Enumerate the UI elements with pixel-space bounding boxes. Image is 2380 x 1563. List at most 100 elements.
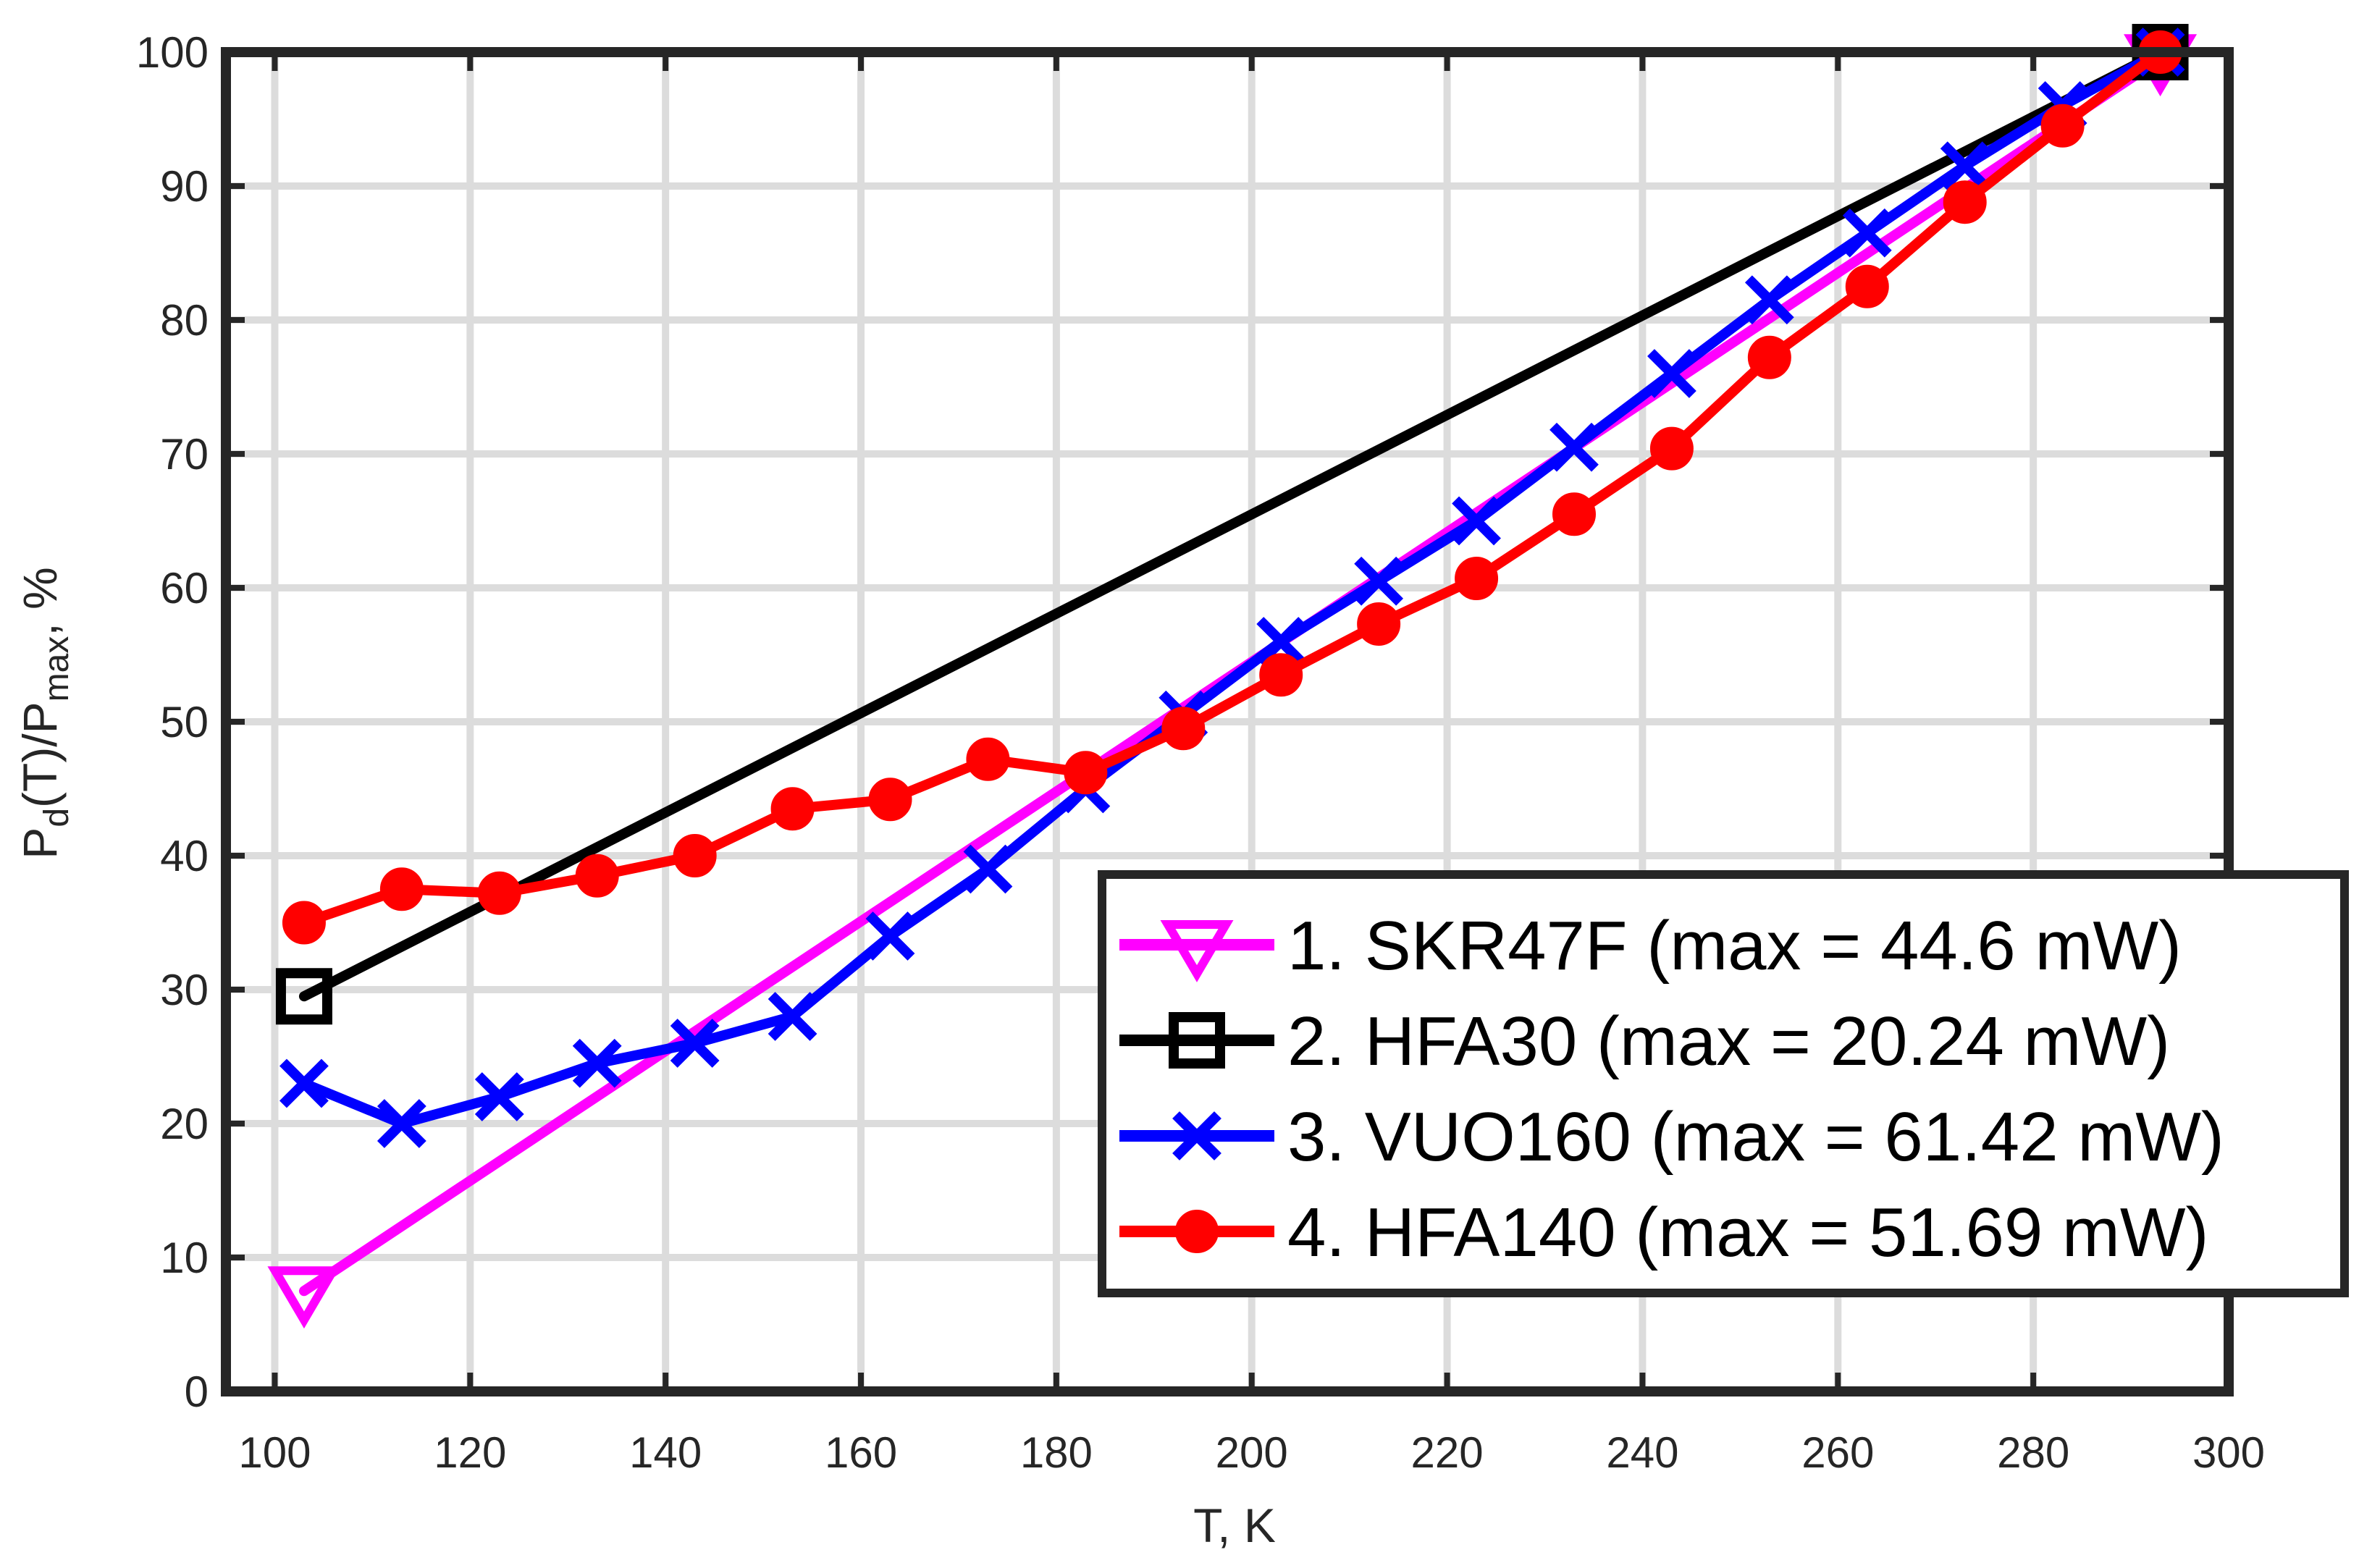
data-point <box>670 1019 720 1068</box>
x-marker-stroke <box>1842 208 1892 258</box>
x-tick-label: 160 <box>825 1428 897 1477</box>
x-tick-label: 260 <box>1801 1428 1874 1477</box>
y-tick-label: 10 <box>160 1234 209 1282</box>
y-label-tail: , % <box>13 567 67 636</box>
x-marker-stroke <box>963 844 1013 894</box>
x-tick-label: 180 <box>1020 1428 1093 1477</box>
y-label-sub-d: d <box>38 808 76 827</box>
series-group <box>267 24 2198 1329</box>
x-marker-stroke <box>670 1019 720 1068</box>
x-marker-stroke <box>1354 556 1404 606</box>
y-tick-label: 90 <box>160 162 209 211</box>
y-label-mid: (T)/P <box>13 702 67 808</box>
data-point <box>572 1038 622 1088</box>
data-point <box>1744 275 1794 325</box>
legend-item-1: 1. SKR47F (max = 44.6 mW) <box>1119 907 2182 985</box>
series-4 <box>282 30 2182 945</box>
x-tick-label: 200 <box>1216 1428 1288 1477</box>
data-point <box>1549 422 1599 472</box>
data-point <box>1354 556 1404 606</box>
y-tick-label: 40 <box>160 832 209 880</box>
x-tick-label: 220 <box>1411 1428 1484 1477</box>
data-point <box>673 834 717 877</box>
x-marker-stroke <box>1940 141 1990 191</box>
x-tick-label: 280 <box>1997 1428 2069 1477</box>
axis-ticks: 100 120 140 160 180 200 220 240 260 280 300 0 10 20 30… <box>136 28 2265 1477</box>
x-marker-stroke <box>1256 617 1306 666</box>
x-marker-stroke <box>474 1072 524 1121</box>
legend: 1. SKR47F (max = 44.6 mW) 2. HFA30 (max =… <box>1098 870 2349 1297</box>
y-tick-label: 50 <box>160 698 209 746</box>
x-marker-stroke <box>1452 496 1501 546</box>
data-point <box>1452 496 1501 546</box>
x-tick-label: 300 <box>2192 1428 2265 1477</box>
legend-label: 3. VUO160 (max = 61.42 mW) <box>1287 1098 2224 1176</box>
data-point <box>377 1099 426 1148</box>
data-point <box>2040 104 2085 148</box>
data-point <box>1647 349 1696 398</box>
x-marker-stroke <box>572 1038 622 1088</box>
data-point <box>966 737 1010 781</box>
legend-label: 1. SKR47F (max = 44.6 mW) <box>1287 907 2182 985</box>
legend-item-2: 2. HFA30 (max = 20.24 mW) <box>1119 1003 2170 1080</box>
data-point <box>474 1072 524 1121</box>
x-marker-stroke <box>865 911 915 961</box>
x-marker-stroke <box>1172 1111 1221 1160</box>
x-marker-stroke <box>377 1099 426 1148</box>
x-marker-stroke <box>279 1058 329 1108</box>
series-3 <box>279 28 2185 1148</box>
legend-item-3: 3. VUO160 (max = 61.42 mW) <box>1119 1098 2224 1176</box>
data-point <box>1259 653 1303 697</box>
data-point <box>1357 602 1401 646</box>
data-point <box>1064 751 1108 795</box>
y-label-sub-max: max <box>38 636 76 702</box>
legend-marker <box>1160 920 1234 982</box>
data-point <box>768 992 817 1041</box>
data-point <box>1943 180 1987 224</box>
x-tick-label: 240 <box>1606 1428 1678 1477</box>
data-point <box>963 844 1013 894</box>
y-tick-label: 20 <box>160 1100 209 1148</box>
x-marker-stroke <box>768 992 817 1041</box>
data-point <box>267 1266 341 1329</box>
legend-box <box>1098 870 2349 1297</box>
data-point <box>282 901 326 945</box>
data-point <box>868 778 912 822</box>
data-point <box>1747 335 1791 379</box>
data-point <box>1940 141 1990 191</box>
legend-item-4: 4. HFA140 (max = 51.69 mW) <box>1119 1194 2208 1271</box>
y-tick-label: 80 <box>160 296 209 345</box>
legend-marker <box>1169 1012 1225 1069</box>
data-point <box>1649 426 1694 471</box>
data-point <box>477 871 521 915</box>
y-tick-label: 100 <box>136 28 209 77</box>
data-point <box>865 911 915 961</box>
data-point <box>1552 492 1596 536</box>
x-marker-stroke <box>1647 349 1696 398</box>
x-tick-label: 120 <box>434 1428 506 1477</box>
legend-label: 4. HFA140 (max = 51.69 mW) <box>1287 1194 2208 1271</box>
data-point <box>1842 208 1892 258</box>
data-point <box>1161 707 1206 751</box>
x-marker-stroke <box>1744 275 1794 325</box>
y-axis-label: Pd(T)/Pmax, % <box>13 567 76 859</box>
y-tick-label: 0 <box>185 1368 209 1416</box>
y-label-p: P <box>13 827 67 859</box>
x-tick-label: 140 <box>629 1428 702 1477</box>
data-point <box>275 968 332 1025</box>
data-point <box>379 867 424 911</box>
y-tick-label: 70 <box>160 430 209 479</box>
y-tick-label: 30 <box>160 966 209 1014</box>
data-point <box>770 787 815 831</box>
x-marker-stroke <box>1549 422 1599 472</box>
legend-marker <box>1172 1111 1221 1160</box>
data-point <box>1455 557 1499 601</box>
y-tick-label: 60 <box>160 564 209 612</box>
x-tick-label: 100 <box>238 1428 311 1477</box>
data-point <box>1845 264 1889 308</box>
legend-label: 2. HFA30 (max = 20.24 mW) <box>1287 1003 2170 1080</box>
legend-marker <box>1175 1210 1219 1253</box>
x-axis-label: T, K <box>1193 1499 1276 1552</box>
